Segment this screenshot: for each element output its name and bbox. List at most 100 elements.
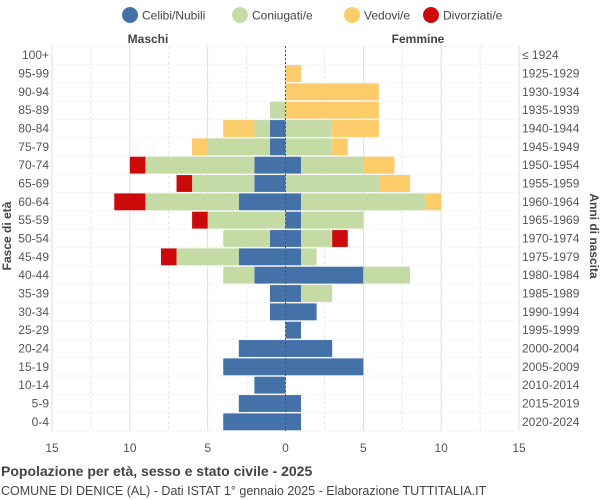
birth-year-label: 2010-2014 bbox=[522, 378, 580, 392]
birth-year-label: 1945-1949 bbox=[522, 140, 580, 154]
birth-year-label: 1940-1944 bbox=[522, 122, 580, 136]
bar-male-divorziati bbox=[176, 175, 193, 192]
bar-female-coniugate bbox=[363, 266, 411, 284]
bars-layer bbox=[114, 46, 442, 431]
bar-female-nubili bbox=[285, 358, 364, 376]
bar-female-coniugate bbox=[301, 156, 364, 174]
age-group-label: 10-14 bbox=[18, 378, 49, 392]
bar-male-celibi bbox=[269, 303, 286, 321]
bar-female-vedove bbox=[363, 156, 395, 174]
x-tick-label: 15 bbox=[45, 441, 59, 455]
bar-female-nubili bbox=[285, 395, 302, 412]
birth-year-label: 1935-1939 bbox=[522, 103, 580, 117]
bar-female-nubili bbox=[285, 156, 302, 174]
y-axis-title-right: Anni di nascita bbox=[587, 193, 600, 279]
bar-male-coniugati bbox=[145, 193, 239, 211]
bar-male-celibi bbox=[254, 175, 286, 192]
bar-male-coniugati bbox=[254, 120, 270, 137]
bar-female-divorziate bbox=[332, 230, 348, 247]
birth-year-label: 2005-2009 bbox=[522, 360, 580, 374]
bar-female-coniugate bbox=[301, 193, 426, 211]
bar-male-celibi bbox=[254, 156, 286, 174]
birth-year-label: 1985-1989 bbox=[522, 287, 580, 301]
birth-year-label: 1965-1969 bbox=[522, 213, 580, 227]
bar-male-coniugati bbox=[207, 211, 286, 229]
legend-label: Coniugati/e bbox=[252, 9, 313, 23]
age-group-label: 45-49 bbox=[18, 250, 49, 264]
birth-year-label: 1990-1994 bbox=[522, 305, 580, 319]
age-group-label: 15-19 bbox=[18, 360, 49, 374]
x-tick-label: 0 bbox=[282, 441, 289, 455]
bar-female-coniugate bbox=[285, 120, 333, 137]
bar-male-celibi bbox=[223, 413, 286, 431]
bar-male-celibi bbox=[238, 395, 286, 412]
age-group-label: 70-74 bbox=[18, 158, 49, 172]
bar-male-vedovi bbox=[223, 120, 255, 137]
bar-female-nubili bbox=[285, 321, 302, 339]
age-group-label: 100+ bbox=[22, 48, 49, 62]
chart-title: Popolazione per età, sesso e stato civil… bbox=[1, 463, 313, 479]
bar-female-nubili bbox=[285, 266, 364, 284]
age-group-label: 80-84 bbox=[18, 122, 49, 136]
birth-year-label: 1960-1964 bbox=[522, 195, 580, 209]
females-side-label: Femmine bbox=[392, 32, 445, 46]
age-group-label: 50-54 bbox=[18, 232, 49, 246]
bar-male-celibi bbox=[269, 138, 286, 156]
legend-item: Coniugati/e bbox=[232, 7, 313, 23]
bar-female-nubili bbox=[285, 340, 333, 357]
bar-male-celibi bbox=[238, 248, 286, 266]
y-axis-title-left: Fasce di età bbox=[0, 201, 14, 270]
birth-year-label: 1955-1959 bbox=[522, 177, 580, 191]
age-group-ticks: 100+ 95-99 90-94 85-89 80-84 75-79 70-74 65-69 6… bbox=[18, 48, 49, 429]
birth-year-label: 2000-2004 bbox=[522, 342, 580, 356]
population-pyramid-chart: Celibi/Nubili Coniugati/e Vedovi/e Divorzia… bbox=[0, 7, 600, 455]
age-group-label: 25-29 bbox=[18, 323, 49, 337]
bar-female-nubili bbox=[285, 248, 302, 266]
x-axis-ticks: 15 10 5 0 5 10 15 bbox=[45, 441, 526, 455]
bar-male-celibi bbox=[269, 285, 286, 302]
age-group-label: 20-24 bbox=[18, 342, 49, 356]
legend-swatch bbox=[423, 7, 439, 23]
x-tick-label: 15 bbox=[512, 441, 526, 455]
bar-female-coniugate bbox=[301, 230, 333, 247]
bar-female-nubili bbox=[285, 211, 302, 229]
age-group-label: 65-69 bbox=[18, 177, 49, 191]
bar-female-vedove bbox=[378, 175, 411, 192]
bar-female-coniugate bbox=[301, 285, 333, 302]
birth-year-label: 2020-2024 bbox=[522, 415, 580, 429]
birth-year-label: ≤ 1924 bbox=[522, 48, 559, 62]
age-group-label: 30-34 bbox=[18, 305, 49, 319]
bar-male-coniugati bbox=[269, 101, 286, 119]
bar-female-nubili bbox=[285, 285, 302, 302]
bar-male-celibi bbox=[223, 358, 286, 376]
age-group-label: 40-44 bbox=[18, 268, 49, 282]
bar-female-coniugate bbox=[285, 138, 333, 156]
bar-male-celibi bbox=[269, 120, 286, 137]
footer: Popolazione per età, sesso e stato civil… bbox=[0, 463, 600, 498]
bar-male-celibi bbox=[238, 193, 286, 211]
legend-swatch bbox=[122, 7, 138, 23]
bar-male-vedovi bbox=[192, 138, 208, 156]
age-group-label: 85-89 bbox=[18, 103, 49, 117]
birth-year-label: 1980-1984 bbox=[522, 268, 580, 282]
bar-female-vedove bbox=[285, 65, 302, 82]
birth-year-label: 2015-2019 bbox=[522, 397, 580, 411]
bar-male-coniugati bbox=[192, 175, 255, 192]
bar-male-coniugati bbox=[207, 138, 270, 156]
males-side-label: Maschi bbox=[128, 32, 169, 46]
bar-male-divorziati bbox=[160, 248, 177, 266]
legend: Celibi/Nubili Coniugati/e Vedovi/e Divorzia… bbox=[122, 7, 503, 23]
bar-female-vedove bbox=[285, 83, 379, 101]
x-tick-label: 10 bbox=[434, 441, 448, 455]
birth-year-ticks: ≤ 1924 1925-1929 1930-1934 1935-1939 1940-19… bbox=[522, 48, 580, 429]
legend-swatch bbox=[232, 7, 248, 23]
x-tick-label: 5 bbox=[204, 441, 211, 455]
age-group-label: 95-99 bbox=[18, 67, 49, 81]
bar-male-celibi bbox=[254, 266, 286, 284]
x-tick-label: 5 bbox=[360, 441, 367, 455]
age-group-label: 75-79 bbox=[18, 140, 49, 154]
legend-label: Celibi/Nubili bbox=[142, 9, 205, 23]
age-group-label: 0-4 bbox=[32, 415, 50, 429]
chart-subtitle: COMUNE DI DENICE (AL) - Dati ISTAT 1° ge… bbox=[1, 484, 487, 498]
legend-label: Divorziati/e bbox=[443, 9, 503, 23]
